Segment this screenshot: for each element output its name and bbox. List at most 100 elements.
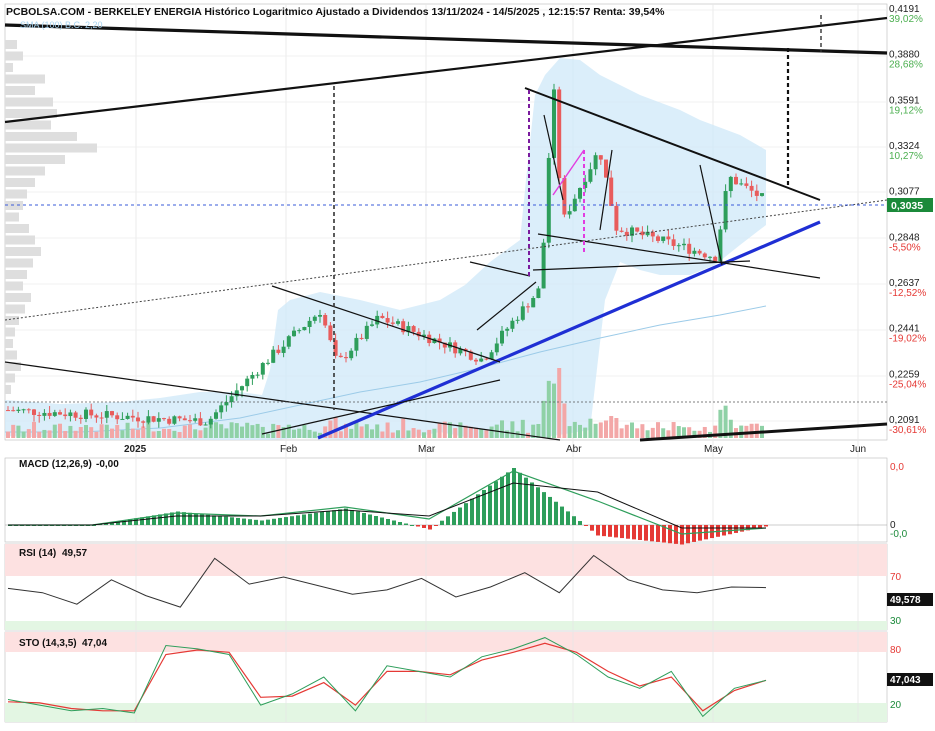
candle-body <box>437 338 442 343</box>
x-axis: 2025 Feb Mar Abr May Jun <box>124 444 866 455</box>
candle-body <box>307 320 312 327</box>
macd-tick: 0,0 <box>890 462 904 473</box>
macd-histogram-bar <box>152 515 156 525</box>
rsi-value-box: 49,578 <box>887 593 933 606</box>
volume-bar <box>32 421 36 438</box>
candle-body <box>630 227 634 236</box>
volume-bar <box>73 430 78 438</box>
last-price-marker: 0,3035 <box>887 198 933 212</box>
candle-body <box>593 155 598 170</box>
macd-histogram-bar <box>614 525 618 538</box>
candle-body <box>479 358 484 362</box>
volume-profile-bar <box>5 293 31 302</box>
volume-bar <box>136 429 140 438</box>
candle-body <box>406 326 411 333</box>
candle-body <box>682 243 686 246</box>
candle-body <box>744 183 749 186</box>
macd-histogram-bar <box>326 511 330 525</box>
volume-bar <box>177 432 182 438</box>
candle-body <box>156 418 161 422</box>
volume-bar <box>474 427 478 438</box>
volume-profile-bar <box>5 362 21 371</box>
volume-bar <box>416 429 421 438</box>
macd-histogram-bar <box>284 517 288 525</box>
candle-body <box>276 349 281 353</box>
indicator-y-axes: 0,0 0 -0,0 70 30 80 20 <box>890 462 908 711</box>
sto-title: STO (14,3,5) <box>19 638 77 649</box>
volume-bar <box>214 422 218 438</box>
volume-bar <box>702 426 707 438</box>
volume-bar <box>354 420 359 438</box>
macd-histogram-bar <box>266 519 270 525</box>
candle-body <box>110 411 114 416</box>
volume-bar <box>84 425 88 438</box>
x-tick-label: Mar <box>418 444 436 455</box>
volume-bar <box>739 425 744 438</box>
volume-bar <box>754 423 759 438</box>
volume-bar <box>167 428 172 438</box>
volume-bar <box>676 426 681 438</box>
volume-bar <box>266 433 270 438</box>
y-tick-pct: -25,04% <box>889 379 926 390</box>
volume-bar <box>520 419 525 438</box>
volume-bar <box>442 421 447 438</box>
volume-bar <box>411 428 416 438</box>
volume-bar <box>115 424 120 438</box>
candle-body <box>26 409 31 411</box>
candle-body <box>84 409 88 419</box>
macd-histogram-bar <box>452 511 456 525</box>
candle-body <box>104 411 109 418</box>
volume-bar <box>468 426 473 438</box>
macd-histogram-bar <box>656 525 660 542</box>
macd-title: MACD (12,26,9) <box>19 459 92 470</box>
volume-bar <box>99 424 104 438</box>
macd-histogram-bar <box>290 516 294 525</box>
volume-bar <box>292 429 296 438</box>
volume-bar <box>47 430 52 438</box>
y-tick-pct: -19,02% <box>889 334 926 345</box>
volume-bar <box>110 428 114 438</box>
macd-histogram-bar <box>218 516 222 525</box>
x-tick-label: Abr <box>566 444 582 455</box>
macd-histogram-bar <box>650 525 654 542</box>
volume-bar <box>453 428 458 438</box>
y-tick-price: 0,3077 <box>889 187 920 198</box>
volume-bar <box>390 432 395 438</box>
macd-histogram-bar <box>368 514 372 525</box>
volume-bar <box>250 425 255 438</box>
y-tick-pct: 19,12% <box>889 105 923 116</box>
macd-histogram-bar <box>194 513 198 525</box>
macd-histogram-bar <box>488 485 492 525</box>
volume-profile-bar <box>5 51 23 61</box>
candle-body <box>73 412 78 418</box>
volume-bar <box>380 431 385 438</box>
macd-histogram-bar <box>674 525 678 544</box>
rsi-line <box>7 554 767 608</box>
candle-body <box>453 342 458 354</box>
macd-histogram-bar <box>158 514 162 525</box>
volume-bar <box>78 427 83 438</box>
volume-bar <box>682 427 686 438</box>
volume-bar <box>645 430 650 438</box>
volume-bar <box>614 418 619 438</box>
volume-bar <box>11 424 16 438</box>
candle-body <box>614 205 619 231</box>
price-candles <box>6 83 764 429</box>
candle-body <box>557 89 562 179</box>
candle-body <box>422 334 426 337</box>
candle-body <box>468 351 473 360</box>
macd-histogram-bar <box>554 501 558 525</box>
macd-histogram-bar <box>314 512 318 525</box>
candle-body <box>219 405 224 413</box>
volume-bar <box>588 418 593 438</box>
volume-bar <box>188 424 192 438</box>
volume-bar <box>536 423 541 438</box>
volume-bar <box>276 425 281 438</box>
candle-body <box>63 414 68 417</box>
candle-body <box>390 322 395 324</box>
candle-body <box>328 325 333 341</box>
volume-profile-bar <box>5 373 15 383</box>
volume-bar <box>52 424 57 438</box>
candle-body <box>42 412 47 416</box>
